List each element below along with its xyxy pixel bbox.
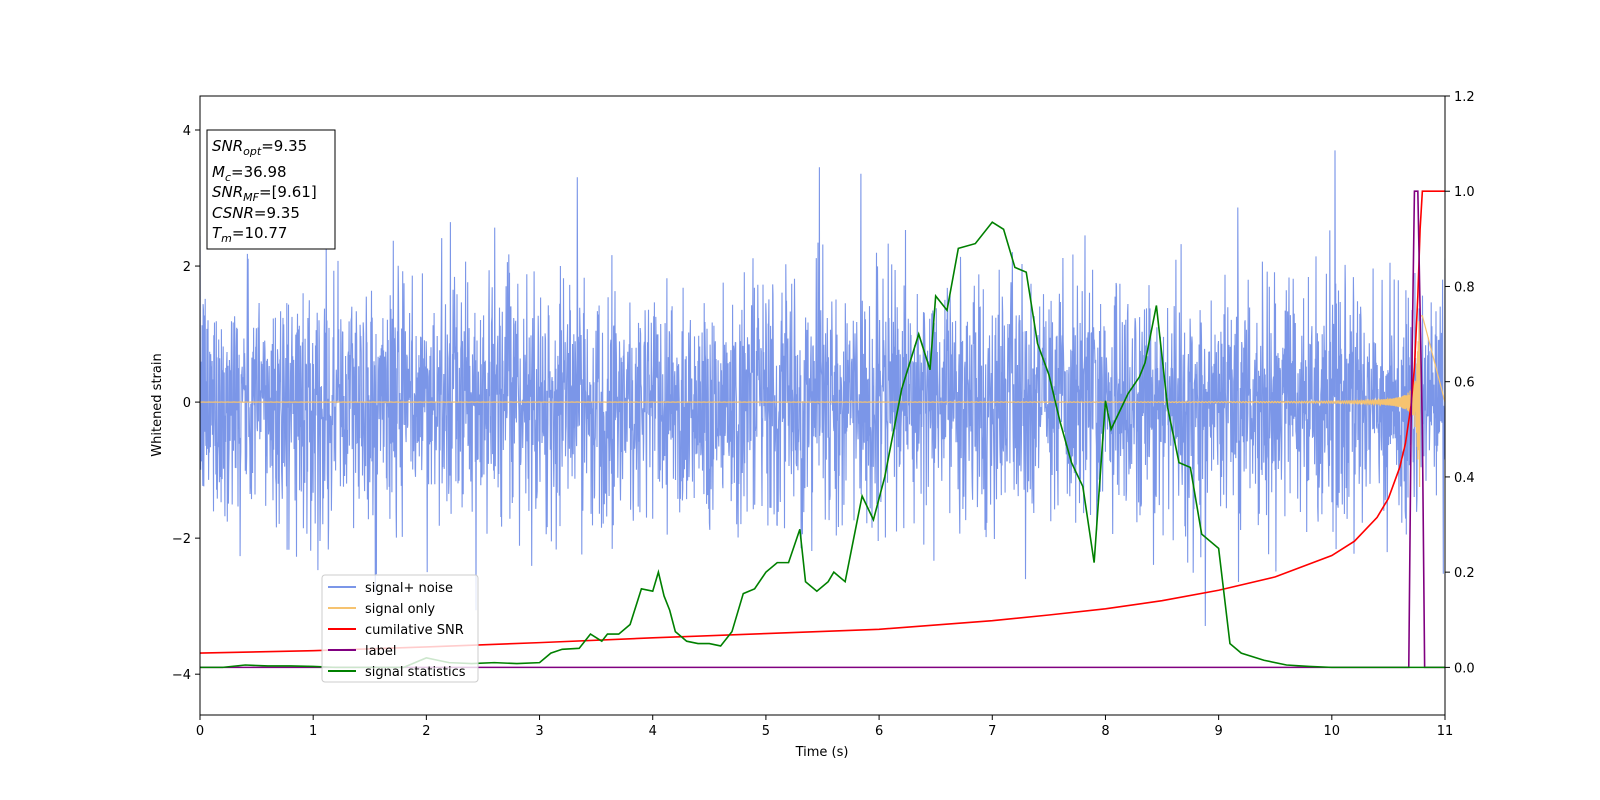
- x-tick-label: 5: [762, 724, 770, 739]
- x-tick-label: 1: [309, 724, 317, 739]
- legend-entry: cumilative SNR: [365, 623, 464, 638]
- legend: signal+ noise signal only cumilative SNR la…: [321, 574, 479, 683]
- x-tick-label: 8: [1101, 724, 1109, 739]
- legend-entry: signal+ noise: [365, 581, 453, 596]
- x-tick-label: 3: [535, 724, 543, 739]
- y-axis-label: Whitened strain: [150, 353, 165, 456]
- y-right-tick-label: 0.2: [1454, 566, 1475, 581]
- info-box: SNRopt=9.35 Mc=36.98SNRMF=[9.61]CSNR=9.35…: [206, 129, 336, 250]
- y-right-tick-label: 0.8: [1454, 280, 1475, 295]
- plot-frame: [199, 95, 1446, 716]
- series-line-2: [200, 190, 1445, 654]
- x-tick-label: 0: [196, 724, 204, 739]
- info-line: CSNR=9.35: [212, 204, 300, 222]
- info-line: Mc=36.98: [212, 163, 287, 184]
- x-tick-label: 7: [988, 724, 996, 739]
- series-line-4: [200, 221, 1445, 669]
- x-tick-label: 10: [1324, 724, 1341, 739]
- x-tick-label: 6: [875, 724, 883, 739]
- series-line-3: [200, 190, 1445, 669]
- x-axis-label: Time (s): [795, 745, 849, 760]
- info-line: Tm=10.77: [212, 224, 287, 245]
- series-line-1: [200, 315, 1445, 488]
- legend-entry: label: [365, 644, 396, 659]
- legend-entry: signal statistics: [365, 665, 466, 680]
- y-right-tick-label: 1.2: [1454, 90, 1475, 105]
- y-tick-label: −4: [172, 668, 191, 683]
- x-tick-label: 9: [1214, 724, 1222, 739]
- y-tick-label: 2: [183, 260, 191, 275]
- y-tick-label: 0: [183, 396, 191, 411]
- x-tick-label: 11: [1437, 724, 1454, 739]
- y-right-tick-label: 0.4: [1454, 471, 1475, 486]
- legend-entry: signal only: [365, 602, 435, 617]
- ticks-layer: 0 1 2 3 4 5 6 7 8 9 10 11 −4 −2 0 2 4 0.0 0.2 0.4 0.6 0.8 1.0 1…: [172, 90, 1475, 739]
- series-layer: [200, 150, 1445, 669]
- y-right-tick-label: 0.0: [1454, 661, 1475, 676]
- info-line: SNRMF=[9.61]: [212, 183, 317, 204]
- x-tick-label: 2: [422, 724, 430, 739]
- series-line-0: [200, 150, 1445, 627]
- y-tick-label: −2: [172, 532, 191, 547]
- info-box-frame: [206, 129, 336, 250]
- y-right-tick-label: 0.6: [1454, 376, 1475, 391]
- info-line: SNRopt=9.35: [212, 137, 307, 158]
- y-tick-label: 4: [183, 124, 191, 139]
- x-tick-label: 4: [649, 724, 657, 739]
- legend-frame: [321, 574, 479, 683]
- y-right-tick-label: 1.0: [1454, 185, 1475, 200]
